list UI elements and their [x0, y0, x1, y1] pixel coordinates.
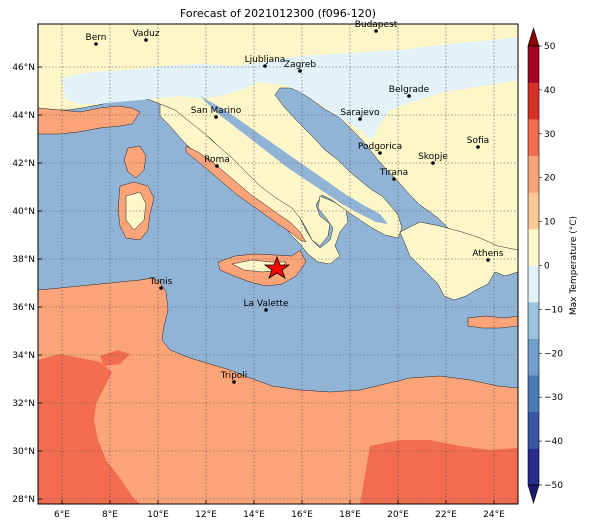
- lon-tick-label: 20°E: [387, 510, 409, 520]
- city-dot: [232, 380, 236, 384]
- map-title: Forecast of 2021012300 (f096-120): [179, 7, 377, 20]
- map-gridlines: [38, 24, 518, 504]
- lat-tick-label: 36°N: [12, 303, 35, 313]
- map-frame: [37, 23, 519, 505]
- crete-land: [467, 315, 518, 329]
- colorbar-tick-label: −10: [544, 305, 563, 315]
- city-label: Skopje: [418, 152, 448, 162]
- colorbar-segment: [528, 82, 539, 120]
- colorbar-segment: [528, 46, 539, 83]
- city-dot: [263, 64, 267, 68]
- city-label: Sarajevo: [340, 108, 380, 118]
- greece-land: [399, 221, 518, 301]
- city-dot: [298, 69, 302, 73]
- lat-tick-label: 28°N: [12, 495, 35, 505]
- africa-hot-spot: [100, 350, 130, 366]
- city-label: Tripoli: [220, 371, 248, 381]
- colorbar-segment: [528, 192, 539, 230]
- latitude-ticks: 28°N 30°N 32°N 34°N 36°N 38°N 40°N 42°N 44°N 46°N: [12, 63, 42, 505]
- colorbar-tick-label: −30: [544, 393, 563, 403]
- lat-tick-label: 44°N: [12, 111, 35, 121]
- colorbar-axis-label: Max Temperature (°C): [569, 216, 579, 315]
- city-dot: [159, 286, 163, 290]
- lat-tick-label: 30°N: [12, 447, 35, 457]
- city-label: Sofia: [467, 136, 489, 146]
- city-label: Roma: [204, 155, 230, 165]
- colorbar-segment: [528, 155, 539, 193]
- city-label: Podgorica: [358, 142, 402, 152]
- corsica-land: [123, 145, 147, 179]
- city-label: Ljubljana: [245, 55, 286, 65]
- lat-tick-label: 46°N: [12, 63, 35, 73]
- colorbar-extend-high: [527, 26, 540, 47]
- city-label: La Valette: [244, 299, 289, 309]
- colorbar-tick-label: −50: [544, 481, 563, 491]
- africa-hot-east: [360, 440, 518, 504]
- alpine-cool-area: [62, 38, 518, 140]
- city-dot: [431, 161, 435, 165]
- liguria-warm: [38, 105, 141, 135]
- city-label: Tunis: [149, 277, 173, 287]
- colorbar-tick-label: 40: [544, 86, 556, 96]
- city-label: Budapest: [355, 20, 398, 30]
- city-dot: [486, 258, 490, 262]
- city-dot: [407, 94, 411, 98]
- colorbar-segment: [528, 448, 539, 486]
- colorbar-tick-label: 50: [544, 42, 556, 52]
- city-dot: [215, 164, 219, 168]
- colorbar-segment: [528, 265, 539, 303]
- city-dot: [378, 151, 382, 155]
- lat-tick-label: 40°N: [12, 207, 35, 217]
- colorbar-segment: [528, 302, 539, 339]
- lon-tick-label: 12°E: [195, 510, 217, 520]
- city-label: Zagreb: [284, 60, 316, 70]
- colorbar-tick-label: 30: [544, 130, 556, 140]
- colorbar-tick-label: −40: [544, 437, 563, 447]
- lat-tick-label: 32°N: [12, 399, 35, 409]
- colorbar-tick-label: −20: [544, 349, 563, 359]
- city-dot: [264, 308, 268, 312]
- city-dot: [214, 115, 218, 119]
- city-dot: [94, 42, 98, 46]
- colorbar-segment: [528, 228, 539, 266]
- lon-tick-label: 18°E: [339, 510, 361, 520]
- lon-tick-label: 16°E: [291, 510, 313, 520]
- lat-tick-label: 38°N: [12, 255, 35, 265]
- lat-tick-label: 34°N: [12, 351, 35, 361]
- city-dot: [374, 29, 378, 33]
- temperature-colorbar: −50 −40 −30 −20 −10 0 10 20 30 40 50 Max Temperatur…: [527, 26, 579, 505]
- city-label: Athens: [472, 249, 503, 259]
- colorbar-segment: [528, 338, 539, 376]
- colorbar-tick-label: 0: [544, 262, 550, 272]
- colorbar-tick-label: 10: [544, 218, 556, 228]
- city-label: Tirana: [379, 168, 408, 178]
- forecast-point-star-marker: [263, 255, 291, 279]
- lon-tick-label: 10°E: [147, 510, 169, 520]
- lat-tick-label: 42°N: [12, 159, 35, 169]
- adriatic-sea: [200, 96, 388, 224]
- lon-tick-label: 14°E: [243, 510, 265, 520]
- lon-tick-label: 6°E: [54, 510, 70, 520]
- colorbar-segment: [528, 119, 539, 157]
- city-dot: [476, 145, 480, 149]
- colorbar-extend-low: [527, 484, 540, 505]
- city-label: Bern: [86, 33, 107, 43]
- lon-tick-label: 24°E: [483, 510, 505, 520]
- colorbar-tick-label: 20: [544, 174, 556, 184]
- africa-hot-area: [38, 354, 140, 504]
- city-dot: [144, 38, 148, 42]
- lon-tick-label: 8°E: [102, 510, 118, 520]
- lon-tick-label: 22°E: [435, 510, 457, 520]
- italy-warm-coast: [185, 145, 307, 243]
- longitude-ticks: 6°E 8°E 10°E 12°E 14°E 16°E 18°E 20°E 22°E 24°E: [54, 500, 505, 520]
- city-label: Vaduz: [132, 29, 159, 39]
- colorbar-segment: [528, 375, 539, 413]
- city-dot: [358, 117, 362, 121]
- colorbar-segment: [528, 411, 539, 449]
- city-dot: [392, 177, 396, 181]
- city-label: Belgrade: [389, 85, 430, 95]
- city-label: San Marino: [191, 106, 242, 116]
